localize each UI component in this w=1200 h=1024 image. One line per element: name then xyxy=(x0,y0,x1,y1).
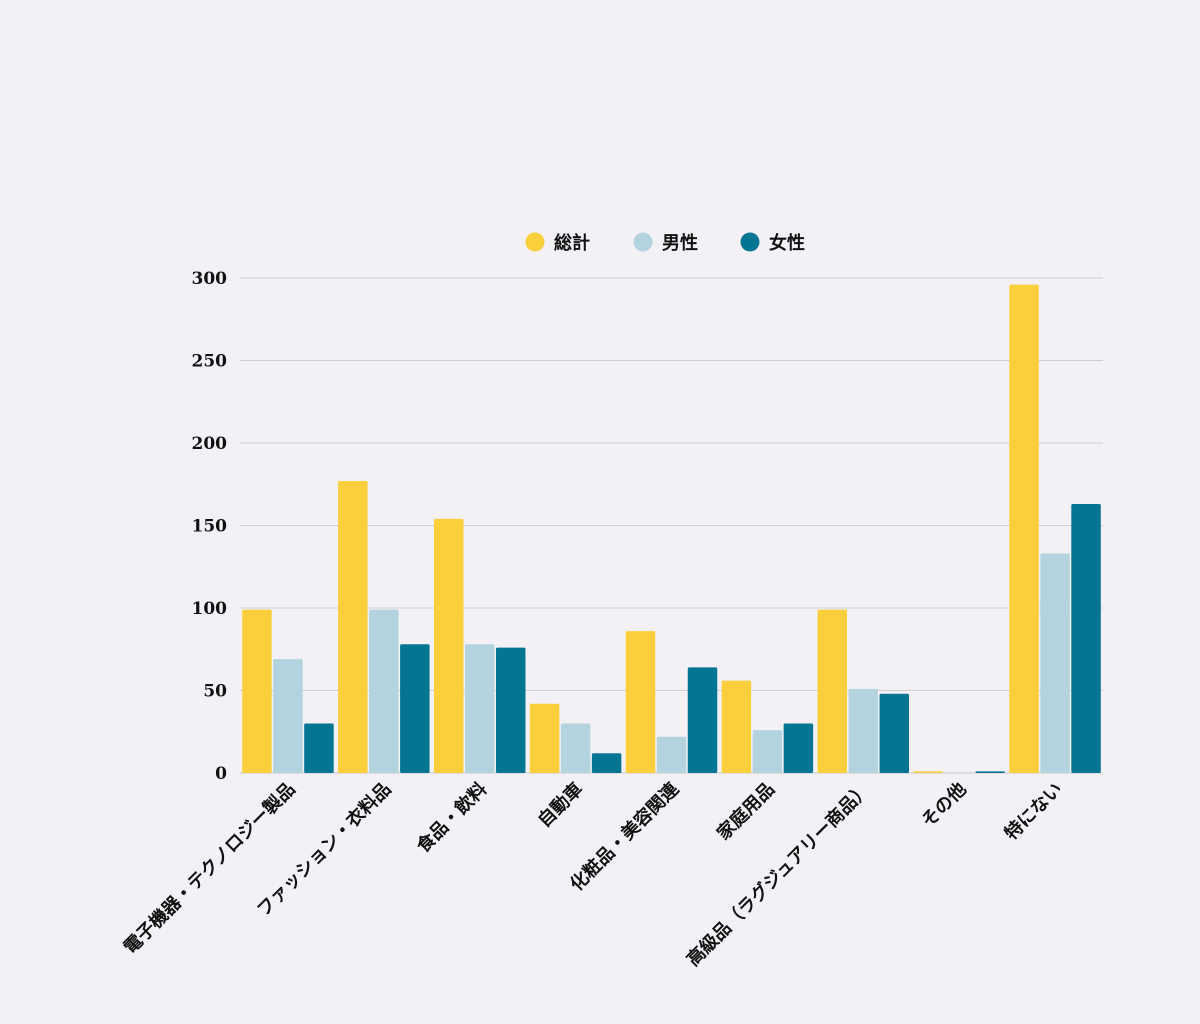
x-tick-label: 高級品（ラグジュアリー商品） xyxy=(682,778,875,971)
bar-総計-4[interactable] xyxy=(625,631,656,773)
y-axis: 0 50 100 150 200 250 300 xyxy=(192,269,228,784)
bar-女性-4[interactable] xyxy=(687,667,718,773)
y-tick-label: 300 xyxy=(192,269,228,289)
y-tick-label: 200 xyxy=(192,434,228,454)
bar-男性-5[interactable] xyxy=(752,730,783,773)
bar-男性-4[interactable] xyxy=(656,736,687,773)
legend-swatch xyxy=(525,232,545,252)
x-tick-label: 電子機器・テクノロジー製品 xyxy=(119,778,299,958)
legend-label: 総計 xyxy=(554,232,590,254)
y-tick-label: 100 xyxy=(192,599,228,619)
bar-男性-1[interactable] xyxy=(369,609,399,773)
x-tick-label: 自動車 xyxy=(533,778,587,832)
bar-男性-6[interactable] xyxy=(848,688,879,773)
bar-総計-1[interactable] xyxy=(338,480,368,773)
x-tick-label: 食品・飲料 xyxy=(411,778,491,858)
chart-bars xyxy=(242,284,1101,774)
x-axis: 電子機器・テクノロジー製品ファッション・衣料品 食品・飲料 自動車化粧品・美容関連家… xyxy=(119,777,1066,970)
chart-legend: 総計 男性 女性 xyxy=(525,232,806,254)
bar-総計-0[interactable] xyxy=(242,609,272,773)
legend-swatch xyxy=(633,232,653,252)
bar-女性-5[interactable] xyxy=(783,723,814,774)
bar-女性-2[interactable] xyxy=(495,647,526,773)
bar-男性-8[interactable] xyxy=(1040,553,1070,773)
bar-総計-8[interactable] xyxy=(1009,284,1039,773)
y-tick-label: 50 xyxy=(203,682,227,702)
y-tick-label: 250 xyxy=(192,352,228,372)
bar-女性-3[interactable] xyxy=(591,753,622,773)
legend-item[interactable]: 総計 xyxy=(525,232,591,254)
x-tick-label: その他 xyxy=(917,778,971,832)
bar-総計-6[interactable] xyxy=(817,609,848,773)
bar-総計-3[interactable] xyxy=(529,703,560,773)
bar-女性-7[interactable] xyxy=(975,771,1005,773)
legend-label: 男性 xyxy=(662,232,698,254)
bar-男性-2[interactable] xyxy=(464,644,495,773)
bar-総計-5[interactable] xyxy=(721,680,752,773)
legend-item[interactable]: 男性 xyxy=(633,232,699,254)
x-tick-label: 特にない xyxy=(1000,778,1066,844)
bar-総計-2[interactable] xyxy=(433,518,464,773)
legend-swatch xyxy=(740,232,760,252)
bar-女性-0[interactable] xyxy=(304,723,334,774)
x-tick-label: 家庭用品 xyxy=(712,778,778,844)
bar-総計-7[interactable] xyxy=(913,771,943,773)
bar-男性-0[interactable] xyxy=(273,659,303,773)
y-tick-label: 0 xyxy=(215,764,227,784)
bar-女性-1[interactable] xyxy=(400,644,430,773)
legend-label: 女性 xyxy=(769,232,805,254)
bar-女性-8[interactable] xyxy=(1071,504,1101,773)
bar-女性-6[interactable] xyxy=(879,693,910,773)
legend-item[interactable]: 女性 xyxy=(740,232,806,254)
bar-男性-3[interactable] xyxy=(560,723,591,774)
y-tick-label: 150 xyxy=(192,517,228,537)
